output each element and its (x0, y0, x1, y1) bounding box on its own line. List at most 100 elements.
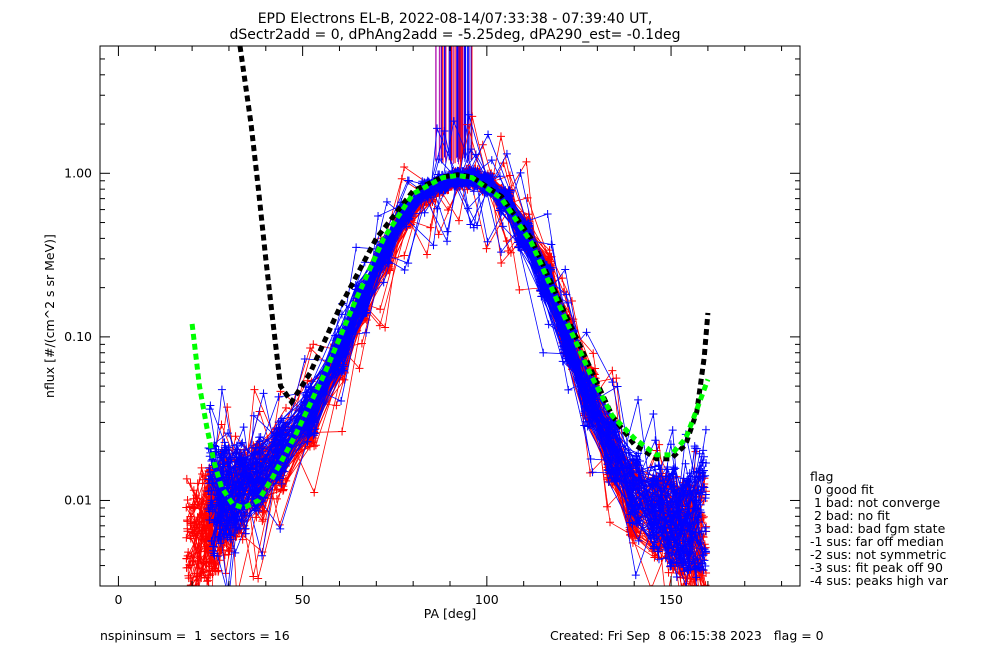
measurement-line (212, 179, 697, 578)
data-point (382, 197, 391, 206)
data-point (504, 246, 513, 255)
data-point (236, 456, 245, 465)
data-point (259, 515, 268, 524)
data-point (683, 594, 691, 602)
data-point (183, 496, 192, 505)
data-point (650, 538, 659, 547)
fit-line (189, 172, 711, 511)
data-point (502, 149, 511, 158)
legend-entry: -4 sus: peaks high var (810, 573, 949, 588)
data-point (407, 207, 416, 216)
data-point (664, 489, 673, 498)
x-axis-label: PA [deg] (424, 606, 477, 621)
data-point (666, 520, 675, 529)
data-point (193, 517, 202, 526)
data-point (498, 222, 507, 231)
data-point (484, 130, 493, 139)
data-point (603, 502, 612, 511)
measurement-line (197, 176, 701, 586)
data-point (701, 490, 710, 499)
legend-entry: 0 good fit (810, 482, 874, 497)
data-point (205, 405, 214, 414)
data-point (539, 286, 548, 295)
data-point (186, 518, 195, 527)
data-point (464, 181, 473, 190)
data-point (255, 455, 264, 464)
data-point (648, 482, 657, 491)
data-point (558, 274, 567, 283)
measurement-line (210, 171, 705, 571)
data-point (197, 573, 206, 582)
data-point (233, 445, 242, 454)
data-point (680, 583, 682, 586)
data-point (514, 236, 523, 245)
data-point (668, 426, 677, 435)
data-point (682, 519, 691, 528)
data-point (698, 468, 707, 477)
data-point (184, 571, 193, 580)
data-point (699, 452, 708, 461)
data-point (205, 516, 214, 525)
data-point (231, 548, 240, 557)
measurement-line (194, 180, 705, 586)
data-point (606, 518, 615, 527)
data-point (193, 576, 202, 585)
data-point (194, 589, 202, 597)
x-tick-label: 100 (475, 592, 499, 607)
data-point (307, 417, 316, 426)
data-point (436, 186, 445, 195)
data-point (258, 508, 267, 517)
data-point (182, 533, 191, 542)
measurement-line (197, 170, 705, 586)
data-point (449, 117, 458, 126)
data-point (274, 392, 283, 401)
data-point (272, 424, 281, 433)
data-point (252, 504, 261, 513)
data-point (237, 440, 246, 449)
data-point (583, 422, 592, 431)
data-point (418, 177, 427, 186)
data-point (466, 145, 475, 154)
data-point (220, 438, 229, 447)
data-point (206, 401, 215, 410)
data-point (300, 355, 309, 364)
data-point (667, 561, 676, 570)
data-point (272, 485, 281, 494)
data-point (250, 385, 259, 394)
footer-left: nspininsum = 1 sectors = 16 (100, 628, 290, 643)
data-point (608, 366, 617, 375)
data-point (208, 505, 217, 514)
measurement-line (190, 171, 702, 586)
data-point (251, 449, 260, 458)
data-point (332, 401, 341, 410)
legend-entry: -1 sus: far off median (810, 534, 944, 549)
data-point (224, 588, 232, 596)
data-point (544, 320, 553, 329)
data-point (695, 585, 697, 586)
data-point (692, 573, 701, 582)
data-point (495, 172, 504, 181)
data-point (375, 321, 384, 330)
y-axis-ticks: 0.01 0.10 1.00 (64, 45, 800, 587)
data-point (682, 582, 691, 586)
data-point (699, 483, 708, 492)
data-point (672, 572, 681, 581)
data-point (216, 539, 225, 548)
data-point (515, 285, 524, 294)
data-point (522, 157, 531, 166)
data-point (667, 527, 676, 536)
data-point (258, 551, 267, 560)
data-point (332, 371, 341, 380)
data-point (210, 517, 219, 526)
data-point (352, 243, 361, 252)
footer-right: Created: Fri Sep 8 06:15:38 2023 flag = … (550, 628, 824, 643)
data-point (684, 566, 693, 575)
data-point (279, 418, 288, 427)
data-point (184, 588, 192, 596)
data-point (403, 176, 412, 185)
data-point (699, 594, 707, 602)
data-point (213, 552, 222, 561)
data-point (651, 462, 660, 471)
data-point (626, 464, 635, 473)
measurement-line (217, 177, 698, 586)
